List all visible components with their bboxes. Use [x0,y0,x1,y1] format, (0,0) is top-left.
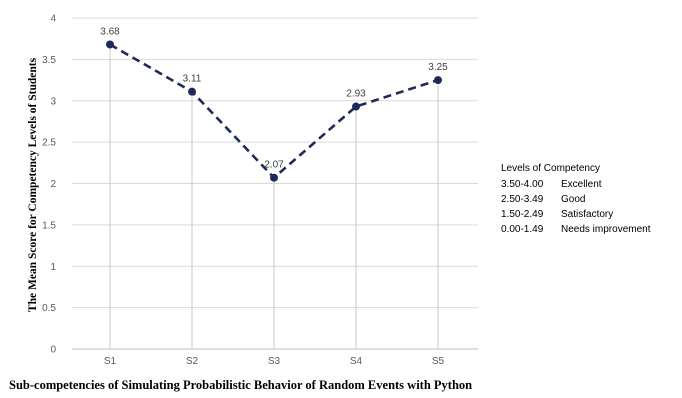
legend-item-range: 2.50-3.49 [501,194,544,205]
y-tick-label: 0 [50,345,56,356]
y-tick-label: 3.5 [42,55,56,66]
legend-item-label: Needs improvement [561,224,651,235]
data-label: 3.68 [100,26,120,37]
x-tick-label: S3 [268,356,281,367]
x-axis-label: Sub-competencies of Simulating Probabili… [9,378,472,392]
y-tick-label: 1.5 [42,220,56,231]
legend-item-range: 1.50-2.49 [501,209,544,220]
data-point [106,40,114,49]
legend-item-label: Excellent [561,179,602,190]
y-tick-label: 2 [50,179,56,190]
x-tick-label: S4 [350,356,363,367]
y-tick-label: 4 [50,14,56,25]
x-tick-label: S1 [104,356,117,367]
grid [72,17,478,350]
x-axis-ticks: S1 S2 S3 S4 S5 [104,356,445,367]
y-tick-label: 0.5 [42,303,56,314]
x-tick-label: S5 [432,356,445,367]
x-tick-label: S2 [186,356,199,367]
drop-lines [109,44,439,349]
data-point [352,102,360,111]
series-line [109,43,439,180]
data-point [270,173,278,182]
y-axis-ticks: 0 0.5 1 1.5 2 2.5 3 3.5 4 [42,14,56,356]
y-tick-label: 1 [50,262,56,273]
data-point [188,87,196,96]
data-label: 2.07 [264,160,284,171]
legend-item-label: Good [561,194,585,205]
data-label: 2.93 [346,89,366,100]
legend-item-range: 0.00-1.49 [501,224,544,235]
data-labels: 3.68 3.11 2.07 2.93 3.25 [100,26,448,170]
legend-item-label: Satisfactory [561,209,613,220]
y-axis-label: The Mean Score for Competency Levels of … [27,57,39,312]
legend-item-range: 3.50-4.00 [501,179,544,190]
data-points [106,40,442,182]
data-label: 3.11 [183,74,202,85]
y-tick-label: 3 [50,96,56,107]
data-label: 3.25 [428,62,448,73]
legend: Levels of Competency 3.50-4.00 Excellent… [501,163,651,235]
legend-title: Levels of Competency [501,163,600,174]
data-point [434,76,442,85]
y-tick-label: 2.5 [42,138,56,149]
